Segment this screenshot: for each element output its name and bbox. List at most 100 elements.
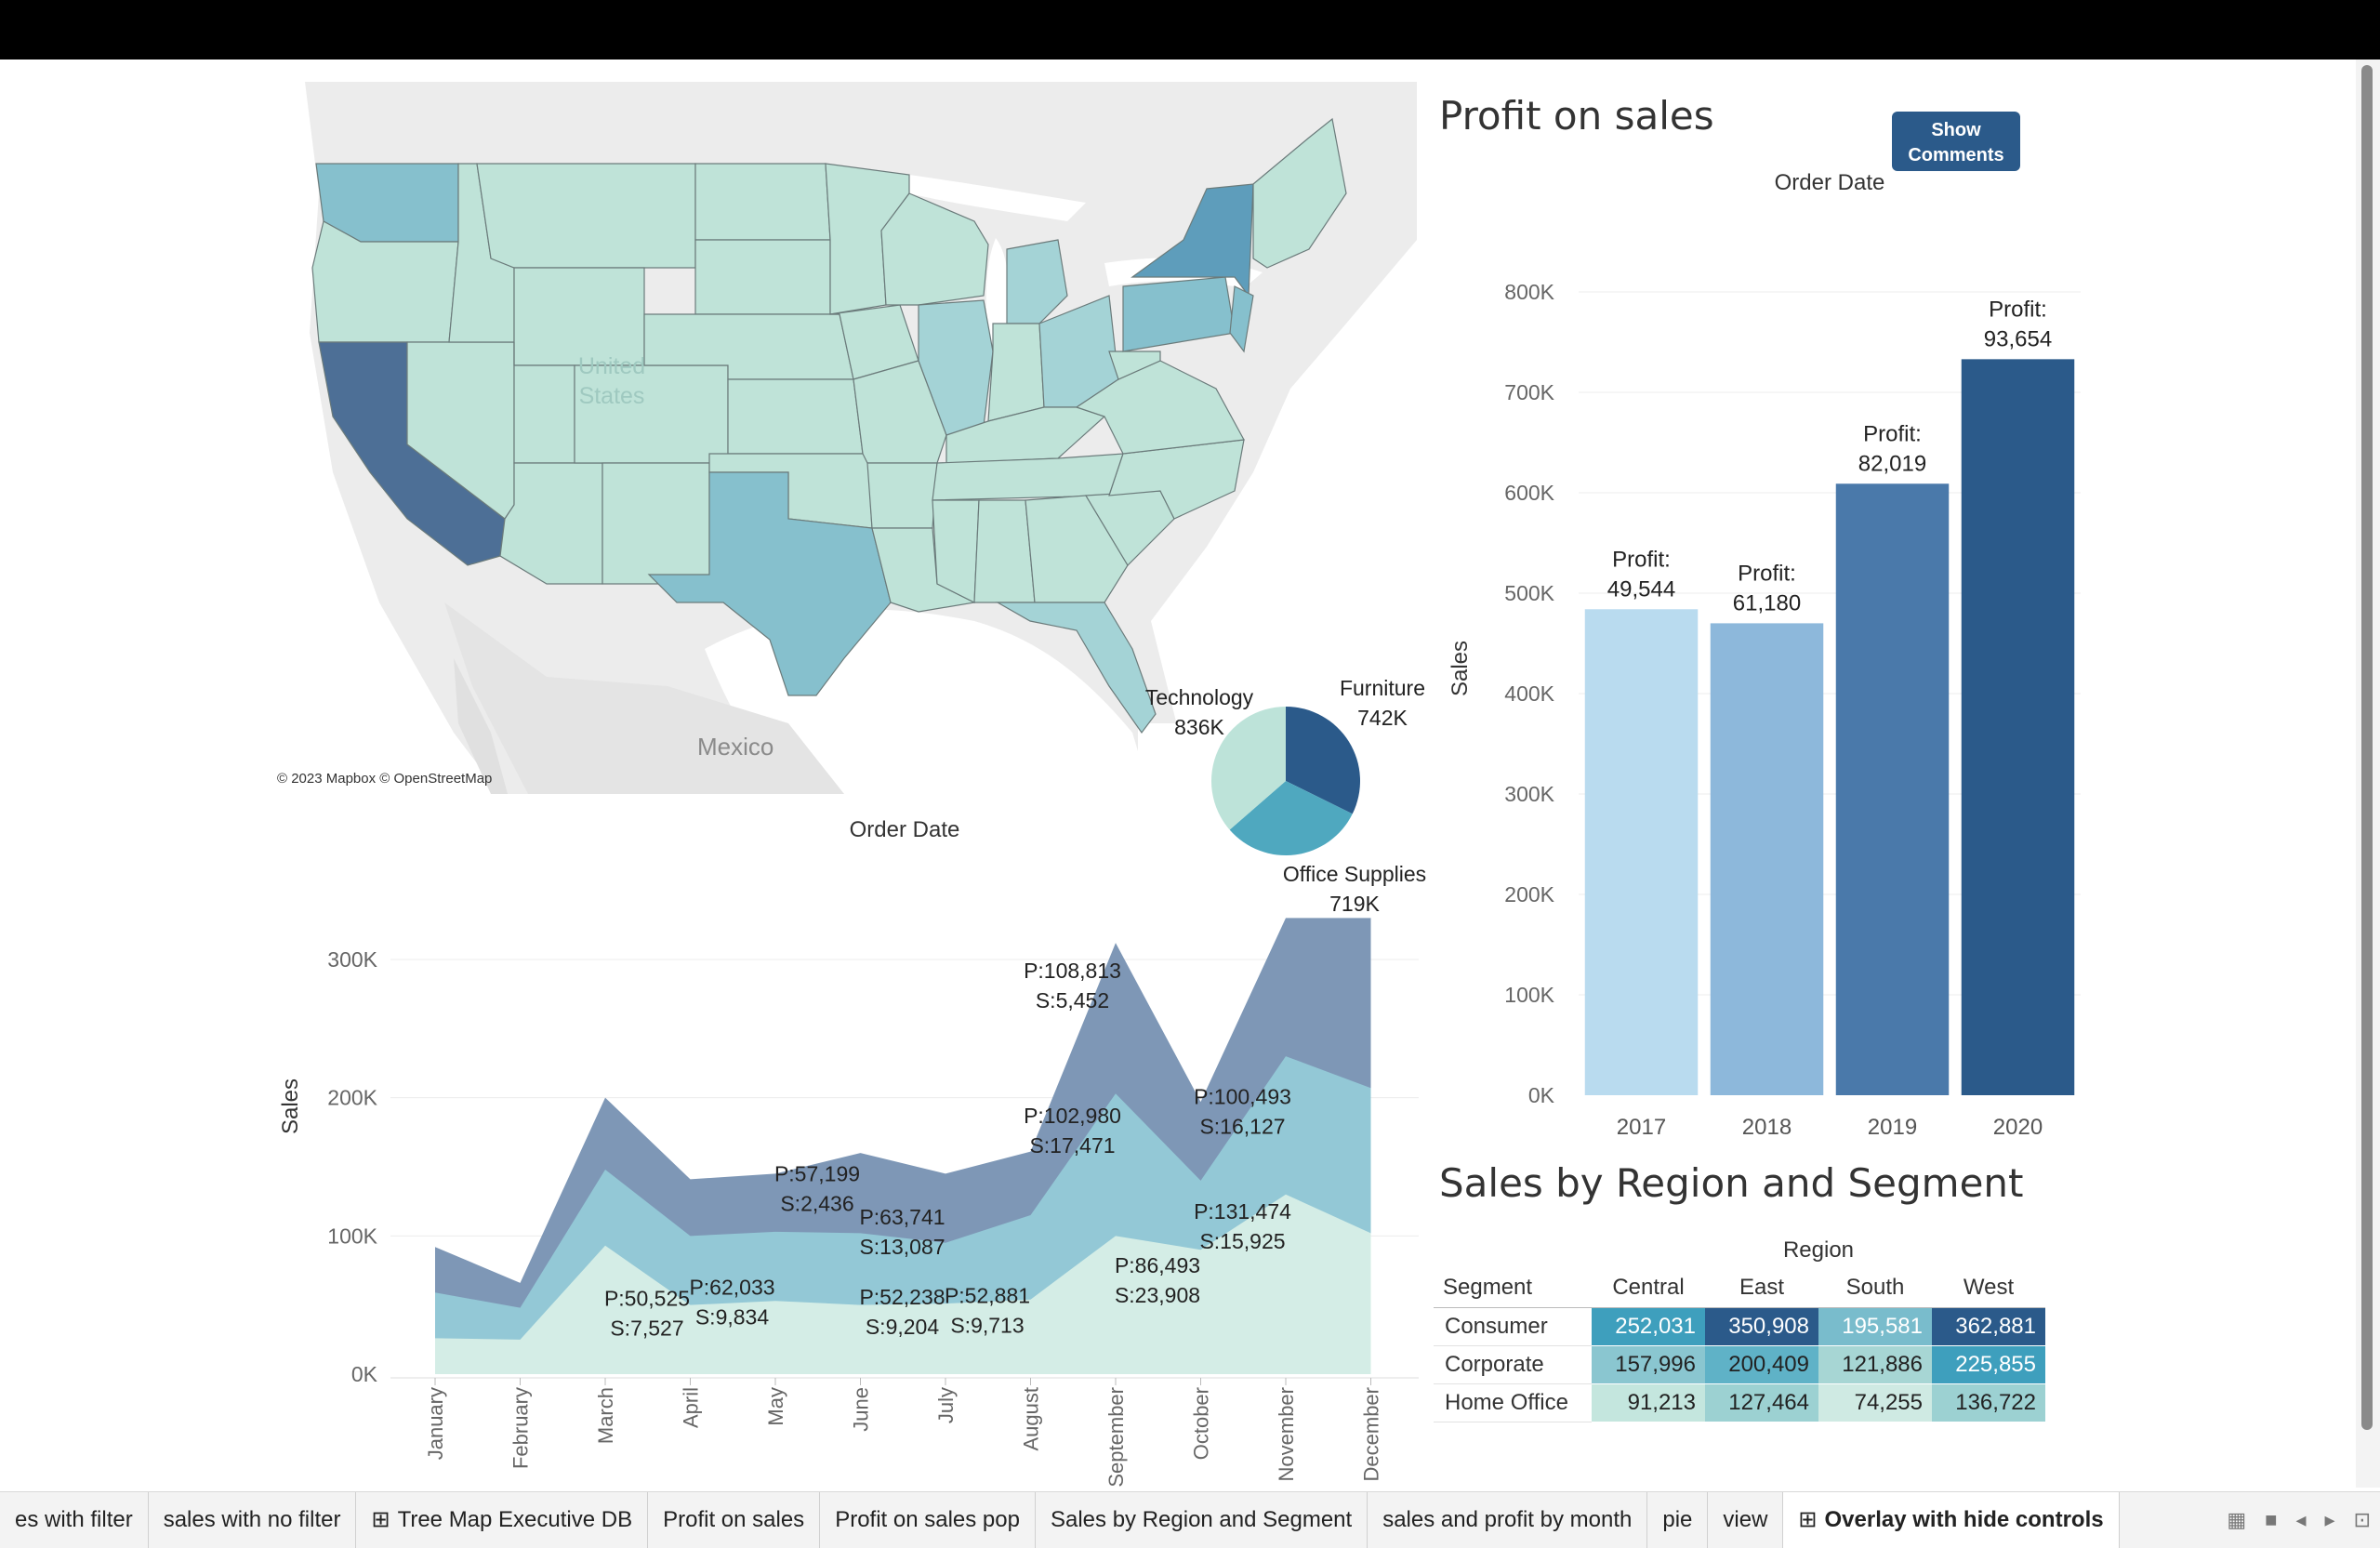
- area-annotation: S:23,908: [1115, 1283, 1200, 1307]
- pie-slice[interactable]: [1211, 707, 1286, 830]
- bar-data-label: Profit:: [1738, 561, 1796, 586]
- state-alabama[interactable]: [973, 499, 1036, 603]
- col-header-east: East: [1739, 1275, 1785, 1300]
- table-cell[interactable]: 157,996: [1592, 1345, 1705, 1384]
- sheet-tab[interactable]: ⊞ Overlay with hide controls: [1783, 1492, 2120, 1548]
- bar[interactable]: [1584, 609, 1699, 1095]
- table-cell[interactable]: 74,255: [1818, 1383, 1932, 1422]
- area-annotation: S:5,452: [1036, 988, 1109, 1012]
- sheet-tab[interactable]: Profit on sales pop: [820, 1492, 1036, 1548]
- bar[interactable]: [1710, 623, 1824, 1095]
- pie-label: Technology: [1145, 685, 1254, 709]
- state-arizona[interactable]: [499, 462, 603, 585]
- state-montana[interactable]: [476, 163, 696, 269]
- bar[interactable]: [1961, 359, 2075, 1095]
- map-label-mexico: Mexico: [697, 733, 774, 761]
- bar-ytick-label: 0K: [1528, 1083, 1555, 1107]
- sheet-tab[interactable]: Profit on sales: [648, 1492, 821, 1548]
- bar[interactable]: [1835, 483, 1950, 1095]
- area-annotation: P:86,493: [1115, 1253, 1200, 1277]
- table-cell[interactable]: 136,722: [1932, 1383, 2045, 1422]
- state-arkansas[interactable]: [866, 462, 938, 529]
- row-label: Corporate: [1434, 1345, 1592, 1384]
- state-south-dakota[interactable]: [694, 239, 831, 315]
- bar-data-label: Profit:: [1863, 421, 1922, 446]
- bar-ytick-label: 200K: [1504, 882, 1554, 906]
- lake-michigan: [985, 238, 1009, 344]
- table-cell[interactable]: 121,886: [1818, 1345, 1932, 1384]
- area-annotation: S:9,713: [950, 1314, 1024, 1338]
- map-credit[interactable]: © 2023 Mapbox © OpenStreetMap: [277, 771, 493, 787]
- sheet-tab[interactable]: es with filter: [0, 1492, 149, 1548]
- area-ytick-label: 300K: [327, 947, 377, 972]
- presentation-icon[interactable]: ⊡: [2353, 1508, 2371, 1531]
- sheet-tab[interactable]: sales and profit by month: [1368, 1492, 1648, 1548]
- bar-chart-title: Order Date: [1775, 170, 1885, 195]
- area-annotation: S:9,204: [866, 1315, 939, 1339]
- state-kansas[interactable]: [727, 378, 864, 455]
- table-cell[interactable]: 252,031: [1592, 1307, 1705, 1346]
- sheet-tab[interactable]: Sales by Region and Segment: [1036, 1492, 1368, 1548]
- profit-bar-chart[interactable]: Order Date 0K 100K 200K 300K 400K 500K 600K 700K…: [1439, 158, 2090, 1144]
- area-xtick-label: July: [934, 1387, 958, 1423]
- table-cell[interactable]: 195,581: [1818, 1307, 1932, 1346]
- state-north-dakota[interactable]: [694, 163, 831, 241]
- state-new-york[interactable]: [1130, 183, 1254, 298]
- area-ytick-label: 200K: [327, 1086, 377, 1110]
- state-indiana[interactable]: [987, 323, 1045, 422]
- area-annotation: S:13,087: [859, 1235, 945, 1259]
- vertical-scrollbar[interactable]: [2356, 60, 2380, 1488]
- state-west-virginia[interactable]: [1108, 351, 1161, 380]
- sales-map[interactable]: United States Mexico © 2023 Mapbox © Ope…: [268, 82, 1417, 794]
- state-michigan[interactable]: [1006, 239, 1068, 324]
- sheet-tab-label: Sales by Region and Segment: [1050, 1507, 1353, 1532]
- state-georgia[interactable]: [1025, 495, 1129, 603]
- area-ytick-label: 0K: [351, 1362, 378, 1386]
- sheet-tab[interactable]: view: [1708, 1492, 1784, 1548]
- show-comments-label-line1: Show: [1931, 120, 1981, 140]
- state-new-jersey[interactable]: [1229, 285, 1254, 353]
- table-row[interactable]: Corporate 157,996 200,409 121,886 225,85…: [1434, 1345, 2045, 1384]
- table-cell[interactable]: 350,908: [1705, 1307, 1818, 1346]
- state-florida[interactable]: [995, 602, 1157, 734]
- region-group-header: Region: [1782, 1237, 1855, 1263]
- us-states[interactable]: [311, 117, 1347, 734]
- sheet-tab[interactable]: ⊞ Tree Map Executive DB: [356, 1492, 649, 1548]
- sheet-tab-label: es with filter: [15, 1507, 133, 1532]
- category-pie-chart[interactable]: Technology 836K Furniture 742K Office Suppli…: [1120, 669, 1450, 930]
- area-annotation: S:15,925: [1199, 1229, 1285, 1253]
- bar-ytick-label: 300K: [1504, 782, 1554, 806]
- single-view-icon[interactable]: ■: [2265, 1508, 2278, 1531]
- bar-data-label: Profit:: [1612, 547, 1671, 572]
- region-segment-table[interactable]: Region Segment Central East South West C…: [1434, 1233, 2045, 1422]
- bar-data-label: 82,019: [1858, 451, 1926, 476]
- area-annotation: P:57,199: [774, 1162, 860, 1186]
- state-texas[interactable]: [647, 471, 892, 696]
- show-comments-button[interactable]: Show Comments: [1892, 112, 2020, 171]
- table-row[interactable]: Home Office 91,213 127,464 74,255 136,72…: [1434, 1383, 2045, 1422]
- pie-slice[interactable]: [1229, 781, 1353, 855]
- sheet-tab[interactable]: pie: [1647, 1492, 1709, 1548]
- state-wisconsin[interactable]: [880, 192, 989, 306]
- state-new-mexico[interactable]: [602, 462, 710, 585]
- area-xtick-label: October: [1190, 1387, 1213, 1460]
- pie-value-label: 742K: [1357, 706, 1408, 730]
- area-series[interactable]: [435, 1194, 1371, 1374]
- state-new-england[interactable]: [1252, 117, 1347, 269]
- table-cell[interactable]: 91,213: [1592, 1383, 1705, 1422]
- scroll-left-icon[interactable]: ◂: [2295, 1508, 2307, 1531]
- table-cell[interactable]: 225,855: [1932, 1345, 2045, 1384]
- grid-view-icon[interactable]: ▦: [2227, 1508, 2247, 1531]
- area-xtick-label: April: [680, 1387, 703, 1428]
- sheet-tab[interactable]: sales with no filter: [149, 1492, 357, 1548]
- table-cell[interactable]: 362,881: [1932, 1307, 2045, 1346]
- monthly-sales-area-chart[interactable]: Order Date 0K 100K 200K 300K Sales January Febr…: [270, 800, 1422, 1491]
- area-xtick-label: November: [1275, 1387, 1298, 1481]
- scrollbar-thumb[interactable]: [2361, 65, 2373, 1430]
- map-canvas[interactable]: [268, 82, 1417, 794]
- table-cell[interactable]: 200,409: [1705, 1345, 1818, 1384]
- scroll-right-icon[interactable]: ▸: [2324, 1508, 2335, 1531]
- table-row[interactable]: Consumer 252,031 350,908 195,581 362,881: [1434, 1307, 2045, 1346]
- pie-slice[interactable]: [1286, 707, 1360, 814]
- table-cell[interactable]: 127,464: [1705, 1383, 1818, 1422]
